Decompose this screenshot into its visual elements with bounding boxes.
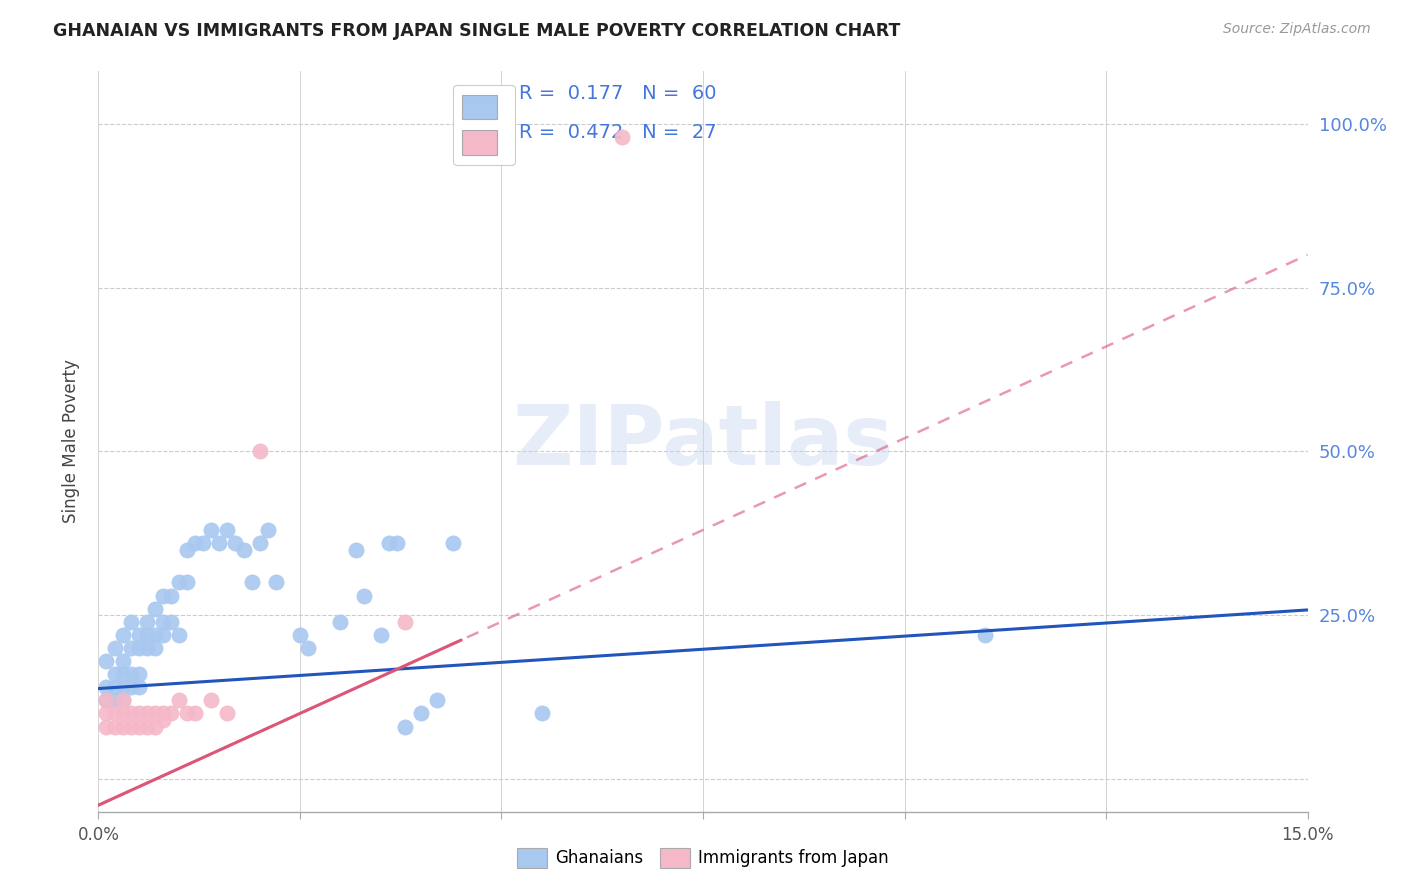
Point [217, 523, 239, 537]
Point [111, 667, 134, 681]
Point [103, 680, 125, 694]
Point [96, 654, 118, 668]
Point [167, 693, 190, 707]
Point [135, 628, 157, 642]
Point [103, 693, 125, 707]
Text: R =  0.177   N =  60: R = 0.177 N = 60 [519, 84, 717, 103]
Point [135, 720, 157, 734]
Text: Source: ZipAtlas.com: Source: ZipAtlas.com [1223, 22, 1371, 37]
Point [394, 720, 416, 734]
Point [96, 693, 118, 707]
Point [264, 575, 287, 590]
Point [120, 667, 142, 681]
Point [217, 706, 239, 721]
Point [120, 615, 142, 629]
Text: GHANAIAN VS IMMIGRANTS FROM JAPAN SINGLE MALE POVERTY CORRELATION CHART: GHANAIAN VS IMMIGRANTS FROM JAPAN SINGLE… [53, 22, 901, 40]
Point [329, 615, 352, 629]
Point [96, 693, 118, 707]
Point [297, 640, 319, 655]
Point [184, 706, 207, 721]
Point [103, 706, 125, 721]
Point [143, 628, 166, 642]
Point [256, 523, 278, 537]
Y-axis label: Single Male Poverty: Single Male Poverty [62, 359, 80, 524]
Point [143, 640, 166, 655]
Point [120, 680, 142, 694]
Point [111, 693, 134, 707]
Point [385, 536, 408, 550]
Point [160, 615, 183, 629]
Point [249, 444, 271, 458]
Point [409, 706, 432, 721]
Text: ZIPatlas: ZIPatlas [513, 401, 893, 482]
Point [167, 628, 190, 642]
Point [370, 628, 392, 642]
Point [377, 536, 399, 550]
Point [120, 640, 142, 655]
Point [176, 706, 198, 721]
Point [353, 589, 375, 603]
Legend: , : , [453, 85, 515, 165]
Point [128, 706, 150, 721]
Point [111, 680, 134, 694]
Point [232, 542, 254, 557]
Point [160, 706, 183, 721]
Point [200, 523, 222, 537]
Point [288, 628, 311, 642]
Point [160, 589, 183, 603]
Point [111, 693, 134, 707]
Point [143, 601, 166, 615]
Text: R =  0.472   N =  27: R = 0.472 N = 27 [519, 123, 717, 142]
Point [152, 615, 174, 629]
Point [152, 713, 174, 727]
Point [120, 720, 142, 734]
Point [426, 693, 449, 707]
Point [167, 575, 190, 590]
Legend: Ghanaians, Immigrants from Japan: Ghanaians, Immigrants from Japan [510, 841, 896, 875]
Point [176, 542, 198, 557]
Point [441, 536, 464, 550]
Point [530, 706, 553, 721]
Point [249, 536, 271, 550]
Point [135, 615, 157, 629]
Point [135, 706, 157, 721]
Point [128, 680, 150, 694]
Point [974, 628, 997, 642]
Point [111, 720, 134, 734]
Point [152, 628, 174, 642]
Point [120, 706, 142, 721]
Point [184, 536, 207, 550]
Point [240, 575, 263, 590]
Point [612, 129, 634, 144]
Point [128, 640, 150, 655]
Point [224, 536, 246, 550]
Point [128, 720, 150, 734]
Point [103, 720, 125, 734]
Point [128, 667, 150, 681]
Point [96, 720, 118, 734]
Point [111, 654, 134, 668]
Point [143, 720, 166, 734]
Point [152, 706, 174, 721]
Point [193, 536, 215, 550]
Point [143, 706, 166, 721]
Point [96, 706, 118, 721]
Point [344, 542, 367, 557]
Point [103, 640, 125, 655]
Point [152, 589, 174, 603]
Point [394, 615, 416, 629]
Point [111, 706, 134, 721]
Point [103, 667, 125, 681]
Point [111, 628, 134, 642]
Point [200, 693, 222, 707]
Point [135, 640, 157, 655]
Point [176, 575, 198, 590]
Point [208, 536, 231, 550]
Point [128, 628, 150, 642]
Point [96, 680, 118, 694]
